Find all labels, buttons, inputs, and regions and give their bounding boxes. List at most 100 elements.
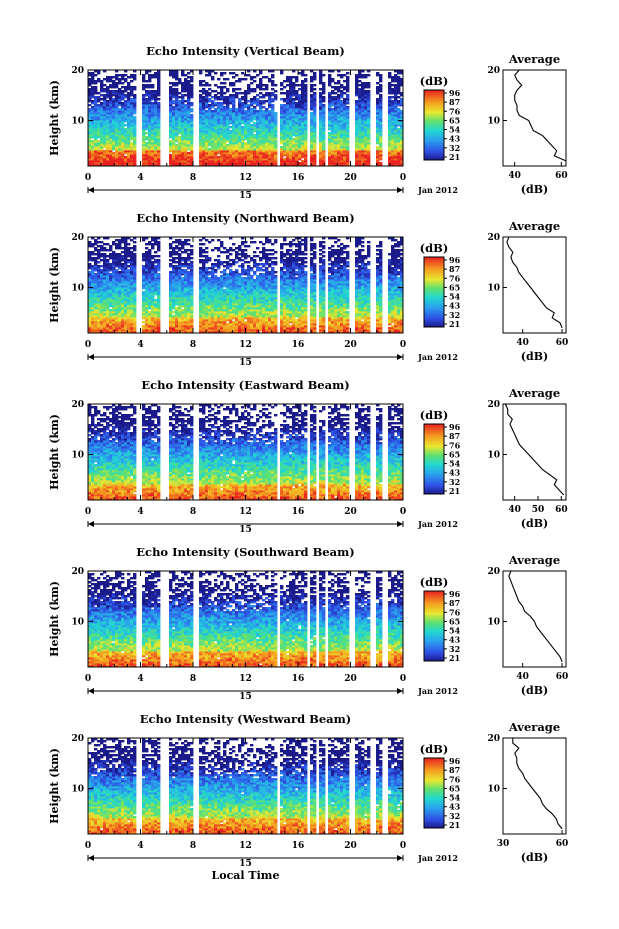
heatmap-cell <box>118 122 122 125</box>
heatmap-cell <box>151 110 155 113</box>
heatmap-cell <box>133 132 137 135</box>
heatmap-cell <box>118 162 122 165</box>
heatmap-cell <box>187 122 191 125</box>
heatmap-cell <box>106 110 110 113</box>
heatmap-cell <box>103 108 107 111</box>
heatmap-cell <box>190 146 194 149</box>
heatmap-cell <box>172 148 176 151</box>
heatmap-cell <box>178 126 182 129</box>
heatmap-cell <box>148 92 152 95</box>
heatmap-cell <box>184 156 188 159</box>
heatmap-cell <box>148 146 152 149</box>
heatmap-cell <box>202 142 206 145</box>
heatmap-cell <box>148 158 152 161</box>
heatmap-cell <box>148 156 152 159</box>
heatmap-cell <box>154 154 158 157</box>
heatmap-cell <box>205 130 209 133</box>
heatmap-cell <box>109 114 113 117</box>
heatmap-cell <box>184 82 188 85</box>
heatmap-cell <box>241 96 245 99</box>
heatmap-cell <box>115 160 119 163</box>
heatmap-cell <box>133 76 137 79</box>
heatmap-cell <box>127 124 131 127</box>
heatmap-cell <box>100 148 104 151</box>
heatmap-cell <box>97 144 101 147</box>
heatmap-cell <box>127 126 131 129</box>
heatmap-cell <box>94 82 98 85</box>
heatmap-cell <box>97 158 101 161</box>
heatmap-cell <box>88 72 92 75</box>
heatmap-cell <box>181 86 185 89</box>
heatmap-cell <box>205 118 209 121</box>
heatmap-cell <box>202 90 206 93</box>
heatmap-cell <box>238 98 242 101</box>
heatmap-cell <box>109 80 113 83</box>
heatmap-cell <box>142 122 146 125</box>
heatmap-cell <box>130 150 134 153</box>
heatmap-cell <box>199 110 203 113</box>
heatmap-cell <box>115 74 119 77</box>
heatmap-cell <box>118 100 122 103</box>
heatmap-cell <box>115 94 119 97</box>
heatmap-cell <box>109 102 113 105</box>
heatmap-cell <box>109 118 113 121</box>
heatmap-cell <box>142 88 146 91</box>
heatmap-cell <box>157 255 161 258</box>
heatmap-cell <box>130 114 134 117</box>
heatmap-cell <box>181 118 185 121</box>
heatmap-cell <box>91 156 95 159</box>
heatmap-cell <box>106 94 110 97</box>
heatmap-cell <box>154 74 158 77</box>
heatmap-cell <box>181 152 185 155</box>
heatmap-cell <box>121 152 125 155</box>
heatmap-cell <box>175 140 179 143</box>
heatmap-cell <box>208 150 212 153</box>
heatmap-cell <box>304 84 308 87</box>
heatmap-cell <box>205 152 209 155</box>
heatmap-cell <box>313 72 317 75</box>
heatmap-cell <box>151 255 155 258</box>
heatmap-cell <box>145 118 149 121</box>
heatmap-cell <box>133 160 137 163</box>
heatmap-cell <box>208 132 212 135</box>
heatmap-cell <box>148 116 152 119</box>
heatmap-cell <box>121 104 125 107</box>
heatmap-cell <box>217 78 221 81</box>
heatmap-cell <box>133 112 137 115</box>
heatmap-cell <box>88 114 92 117</box>
heatmap-cell <box>157 136 161 139</box>
heatmap-cell <box>157 148 161 151</box>
heatmap-cell <box>259 92 263 95</box>
heatmap-cell <box>178 130 182 133</box>
heatmap-cell <box>145 150 149 153</box>
heatmap-cell <box>142 94 146 97</box>
heatmap-cell <box>181 120 185 123</box>
heatmap-cell <box>202 128 206 131</box>
heatmap-cell <box>112 118 116 121</box>
heatmap-cell <box>127 106 131 109</box>
heatmap-cell <box>397 100 401 103</box>
heatmap-cell <box>130 92 134 95</box>
heatmap-cell <box>106 152 110 155</box>
heatmap-cell <box>199 239 203 242</box>
heatmap-cell <box>175 74 179 77</box>
heatmap-cell <box>178 160 182 163</box>
heatmap-cell <box>283 98 287 101</box>
heatmap-cell <box>121 247 125 250</box>
heatmap-cell <box>202 140 206 143</box>
heatmap-cell <box>187 160 191 163</box>
heatmap-cell <box>190 124 194 127</box>
heatmap-cell <box>205 96 209 99</box>
heatmap-cell <box>250 88 254 91</box>
heatmap-cell <box>100 142 104 145</box>
heatmap-cell <box>190 110 194 113</box>
heatmap-cell <box>133 120 137 123</box>
heatmap-cell <box>253 134 257 137</box>
heatmap-cell <box>91 122 95 125</box>
heatmap-cell <box>172 150 176 153</box>
heatmap-cell <box>109 146 113 149</box>
heatmap-cell <box>190 128 194 131</box>
heatmap-cell <box>130 126 134 129</box>
heatmap-cell <box>190 150 194 153</box>
heatmap-cell <box>175 118 179 121</box>
